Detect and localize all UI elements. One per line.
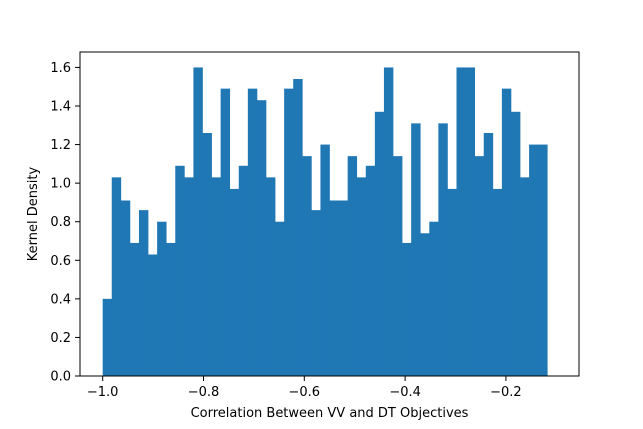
- histogram-bar: [166, 242, 176, 376]
- histogram-bar: [501, 88, 512, 376]
- histogram-bar: [129, 242, 140, 376]
- histogram-bar: [220, 88, 231, 376]
- x-tick-label: −0.4: [389, 385, 421, 400]
- axes-frame: [79, 51, 580, 377]
- histogram-bar: [157, 221, 167, 376]
- y-tick-label: 0.4: [50, 292, 71, 307]
- histogram-bar: [175, 165, 185, 376]
- y-tick-label: 1.2: [50, 138, 71, 153]
- histogram-bar: [329, 200, 339, 376]
- histogram-bar: [265, 177, 276, 376]
- histogram-bar: [193, 67, 203, 377]
- histogram-bar: [211, 177, 221, 376]
- histogram-bar: [256, 100, 267, 377]
- histogram-bar: [465, 67, 476, 377]
- histogram-bar: [293, 79, 303, 376]
- x-tick-label: −0.8: [188, 385, 220, 400]
- histogram-bar: [320, 144, 330, 376]
- histogram-bar: [148, 254, 158, 376]
- histogram-bar: [374, 111, 385, 376]
- y-tick-label: 0.6: [50, 254, 71, 269]
- histogram-bar: [302, 156, 312, 376]
- histogram-bar: [184, 177, 194, 376]
- histogram-bar: [411, 123, 421, 376]
- y-tick-label: 1.4: [50, 100, 71, 115]
- histogram-bar: [474, 156, 485, 376]
- y-axis-label: Kernel Density: [26, 167, 41, 262]
- histogram-bar: [338, 200, 348, 376]
- histogram-bar: [120, 200, 131, 376]
- x-axis-ticks: −1.0 −0.8 −0.6 −0.4 −0.2: [87, 376, 522, 400]
- histogram-bar: [520, 177, 530, 376]
- histogram-bar: [447, 188, 457, 376]
- y-tick-label: 0.0: [50, 370, 71, 385]
- histogram-bar: [111, 177, 122, 376]
- y-tick-label: 0.8: [50, 215, 71, 230]
- histogram-bars: [102, 67, 548, 377]
- histogram-bar: [538, 144, 548, 376]
- y-axis-ticks: 0.0 0.2 0.4 0.6 0.8 1.0 1.2 1.4 1.6: [50, 61, 80, 385]
- histogram-bar: [311, 210, 321, 376]
- histogram-bar: [393, 156, 403, 376]
- histogram-bar: [402, 242, 412, 376]
- histogram-bar: [247, 88, 258, 376]
- histogram-bar: [229, 188, 240, 376]
- x-tick-label: −1.0: [87, 385, 119, 400]
- histogram-bar: [510, 111, 521, 376]
- histogram-bar: [492, 188, 503, 376]
- histogram-bar: [529, 144, 539, 376]
- histogram-bar: [102, 298, 113, 376]
- histogram-bar: [138, 210, 149, 376]
- histogram-bar: [420, 233, 430, 376]
- x-axis-label: Correlation Between VV and DT Objectives: [191, 406, 469, 421]
- x-tick-label: −0.2: [490, 385, 522, 400]
- histogram-bar: [275, 221, 285, 376]
- y-tick-label: 1.0: [50, 177, 71, 192]
- y-tick-label: 0.2: [50, 331, 71, 346]
- histogram-bar: [483, 133, 494, 376]
- histogram-bar: [356, 177, 367, 376]
- histogram-bar: [383, 67, 394, 377]
- histogram-bar: [238, 165, 249, 376]
- y-tick-label: 1.6: [50, 61, 71, 76]
- histogram-bar: [202, 133, 212, 376]
- histogram-bar: [429, 221, 439, 376]
- histogram-bar: [347, 156, 358, 376]
- histogram-bar: [456, 67, 466, 377]
- histogram-bar: [365, 165, 376, 376]
- histogram-bar: [438, 123, 448, 376]
- x-tick-label: −0.6: [289, 385, 321, 400]
- histogram-bar: [284, 88, 294, 376]
